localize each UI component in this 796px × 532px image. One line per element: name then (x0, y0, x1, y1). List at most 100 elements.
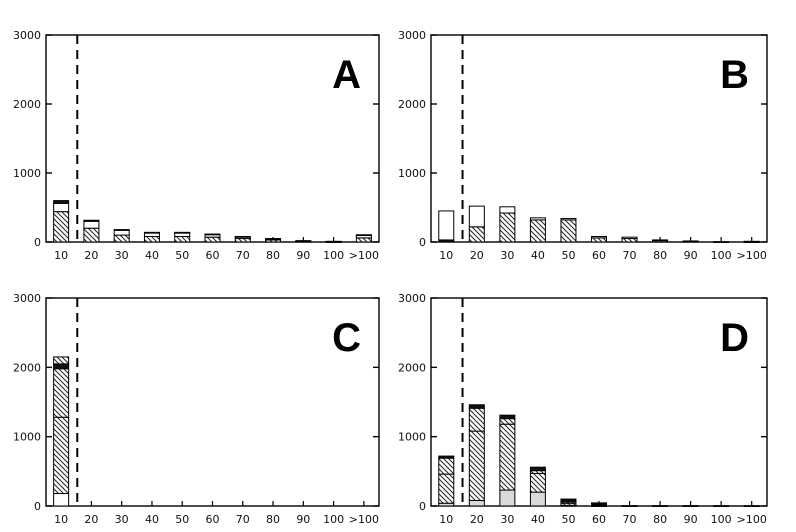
x-tick-label: 40 (531, 249, 545, 262)
x-tick-label: 70 (623, 249, 637, 262)
x-tick-label: 50 (175, 249, 189, 262)
bar-segment (438, 457, 455, 475)
x-tick-label: 90 (296, 513, 310, 526)
plot-frame (45, 34, 380, 243)
x-tick-label: 10 (439, 513, 453, 526)
bar-segment (682, 240, 699, 243)
y-tick-label: 2000 (13, 98, 41, 111)
bar-segment (499, 489, 516, 507)
bar-segment (529, 466, 546, 472)
y-tick-label: 0 (34, 500, 41, 513)
x-tick-label: 80 (653, 249, 667, 262)
x-tick-label: 60 (206, 513, 220, 526)
y-tick-label: 1000 (398, 167, 426, 180)
bar-segment (713, 505, 730, 507)
y-tick-label: 1000 (13, 431, 41, 444)
bar-segment (325, 240, 342, 243)
bar-segment (113, 234, 130, 243)
panel-label: C (332, 316, 361, 360)
bar-segment (560, 219, 577, 243)
bar-segment (53, 363, 70, 370)
x-tick-label: 10 (54, 513, 68, 526)
bar-segment (621, 238, 638, 243)
bar-segment (53, 211, 70, 243)
x-tick-label: 100 (711, 249, 732, 262)
y-tick-label: 3000 (13, 292, 41, 305)
bar-segment (743, 505, 760, 507)
x-tick-label: 60 (206, 249, 220, 262)
bar-segment (113, 229, 130, 231)
bar-segment (591, 237, 607, 243)
chart-panel-a: 0 1000 2000 3000 10 20 30 40 50 60 70 80 90 100 >100 A (13, 29, 380, 262)
panel-label: D (720, 316, 749, 360)
x-tick-label: 30 (115, 249, 129, 262)
bar-segment (83, 220, 100, 229)
x-tick-label: 70 (236, 513, 250, 526)
y-tick-label: 2000 (398, 98, 426, 111)
x-tick-label: 100 (323, 513, 344, 526)
x-tick-label: 20 (470, 513, 484, 526)
x-tick-label: 100 (711, 513, 732, 526)
y-tick-label: 0 (419, 236, 426, 249)
bar-segment (355, 234, 372, 237)
bar-segment (621, 236, 638, 240)
y-tick-label: 3000 (398, 292, 426, 305)
x-tick-label: 90 (684, 249, 698, 262)
y-tick-label: 3000 (398, 29, 426, 42)
bar-segment (468, 499, 485, 507)
bar-segment (295, 240, 312, 242)
bar-segment (591, 502, 607, 505)
bar-segment (204, 233, 221, 236)
x-tick-label: 10 (54, 249, 68, 262)
bar-segment (53, 202, 70, 213)
x-tick-label: 80 (266, 249, 280, 262)
bar-segment (743, 240, 760, 243)
y-tick-label: 2000 (13, 361, 41, 374)
x-tick-label: 40 (531, 513, 545, 526)
bar-segment (234, 235, 251, 238)
bar-segment (713, 241, 730, 243)
bar-segment (174, 231, 191, 234)
x-tick-label: 50 (561, 249, 575, 262)
x-tick-label: 30 (500, 513, 514, 526)
y-tick-label: 1000 (13, 167, 41, 180)
panel-label: A (332, 53, 361, 97)
x-tick-label: 80 (266, 513, 280, 526)
bar-segment (355, 237, 372, 243)
x-tick-label: 70 (236, 249, 250, 262)
bar-segment (53, 493, 70, 507)
y-tick-label: 3000 (13, 29, 41, 42)
y-tick-label: 1000 (398, 431, 426, 444)
x-tick-label: 30 (115, 513, 129, 526)
bar-segment (438, 473, 455, 504)
bar-segment (652, 505, 669, 507)
bar-segment (499, 206, 516, 214)
bar-segment (499, 414, 516, 420)
bar-segment (682, 505, 699, 507)
bar-segment (529, 472, 546, 493)
x-tick-label: >100 (737, 513, 767, 526)
chart-panel-b: 0 1000 2000 3000 10 20 30 40 50 60 70 80 90 100 >100 B (398, 29, 768, 262)
bar-segment (234, 238, 251, 243)
bar-segment (143, 231, 160, 234)
bar-segment (468, 226, 485, 243)
x-tick-label: >100 (737, 249, 767, 262)
bar-segment (468, 404, 485, 409)
x-tick-label: 60 (592, 513, 606, 526)
panel-label: B (720, 53, 749, 97)
x-tick-label: 50 (175, 513, 189, 526)
bar-segment (591, 235, 607, 239)
bar-segment (468, 430, 485, 501)
chart-panel-d: 0 1000 2000 3000 10 20 30 40 50 60 70 80 90 100 >100 D (398, 292, 768, 526)
chart-panel-c: 0 1000 2000 3000 10 20 30 40 50 60 70 80 90 100 >100 C (13, 292, 380, 526)
x-tick-label: >100 (349, 249, 379, 262)
bar-segment (53, 200, 70, 204)
bar-segment (621, 505, 638, 507)
x-tick-label: 20 (84, 513, 98, 526)
bar-segment (113, 229, 130, 236)
bar-segment (652, 239, 669, 242)
x-tick-label: 20 (84, 249, 98, 262)
bar-segment (468, 205, 485, 228)
bar-segment (53, 416, 70, 495)
